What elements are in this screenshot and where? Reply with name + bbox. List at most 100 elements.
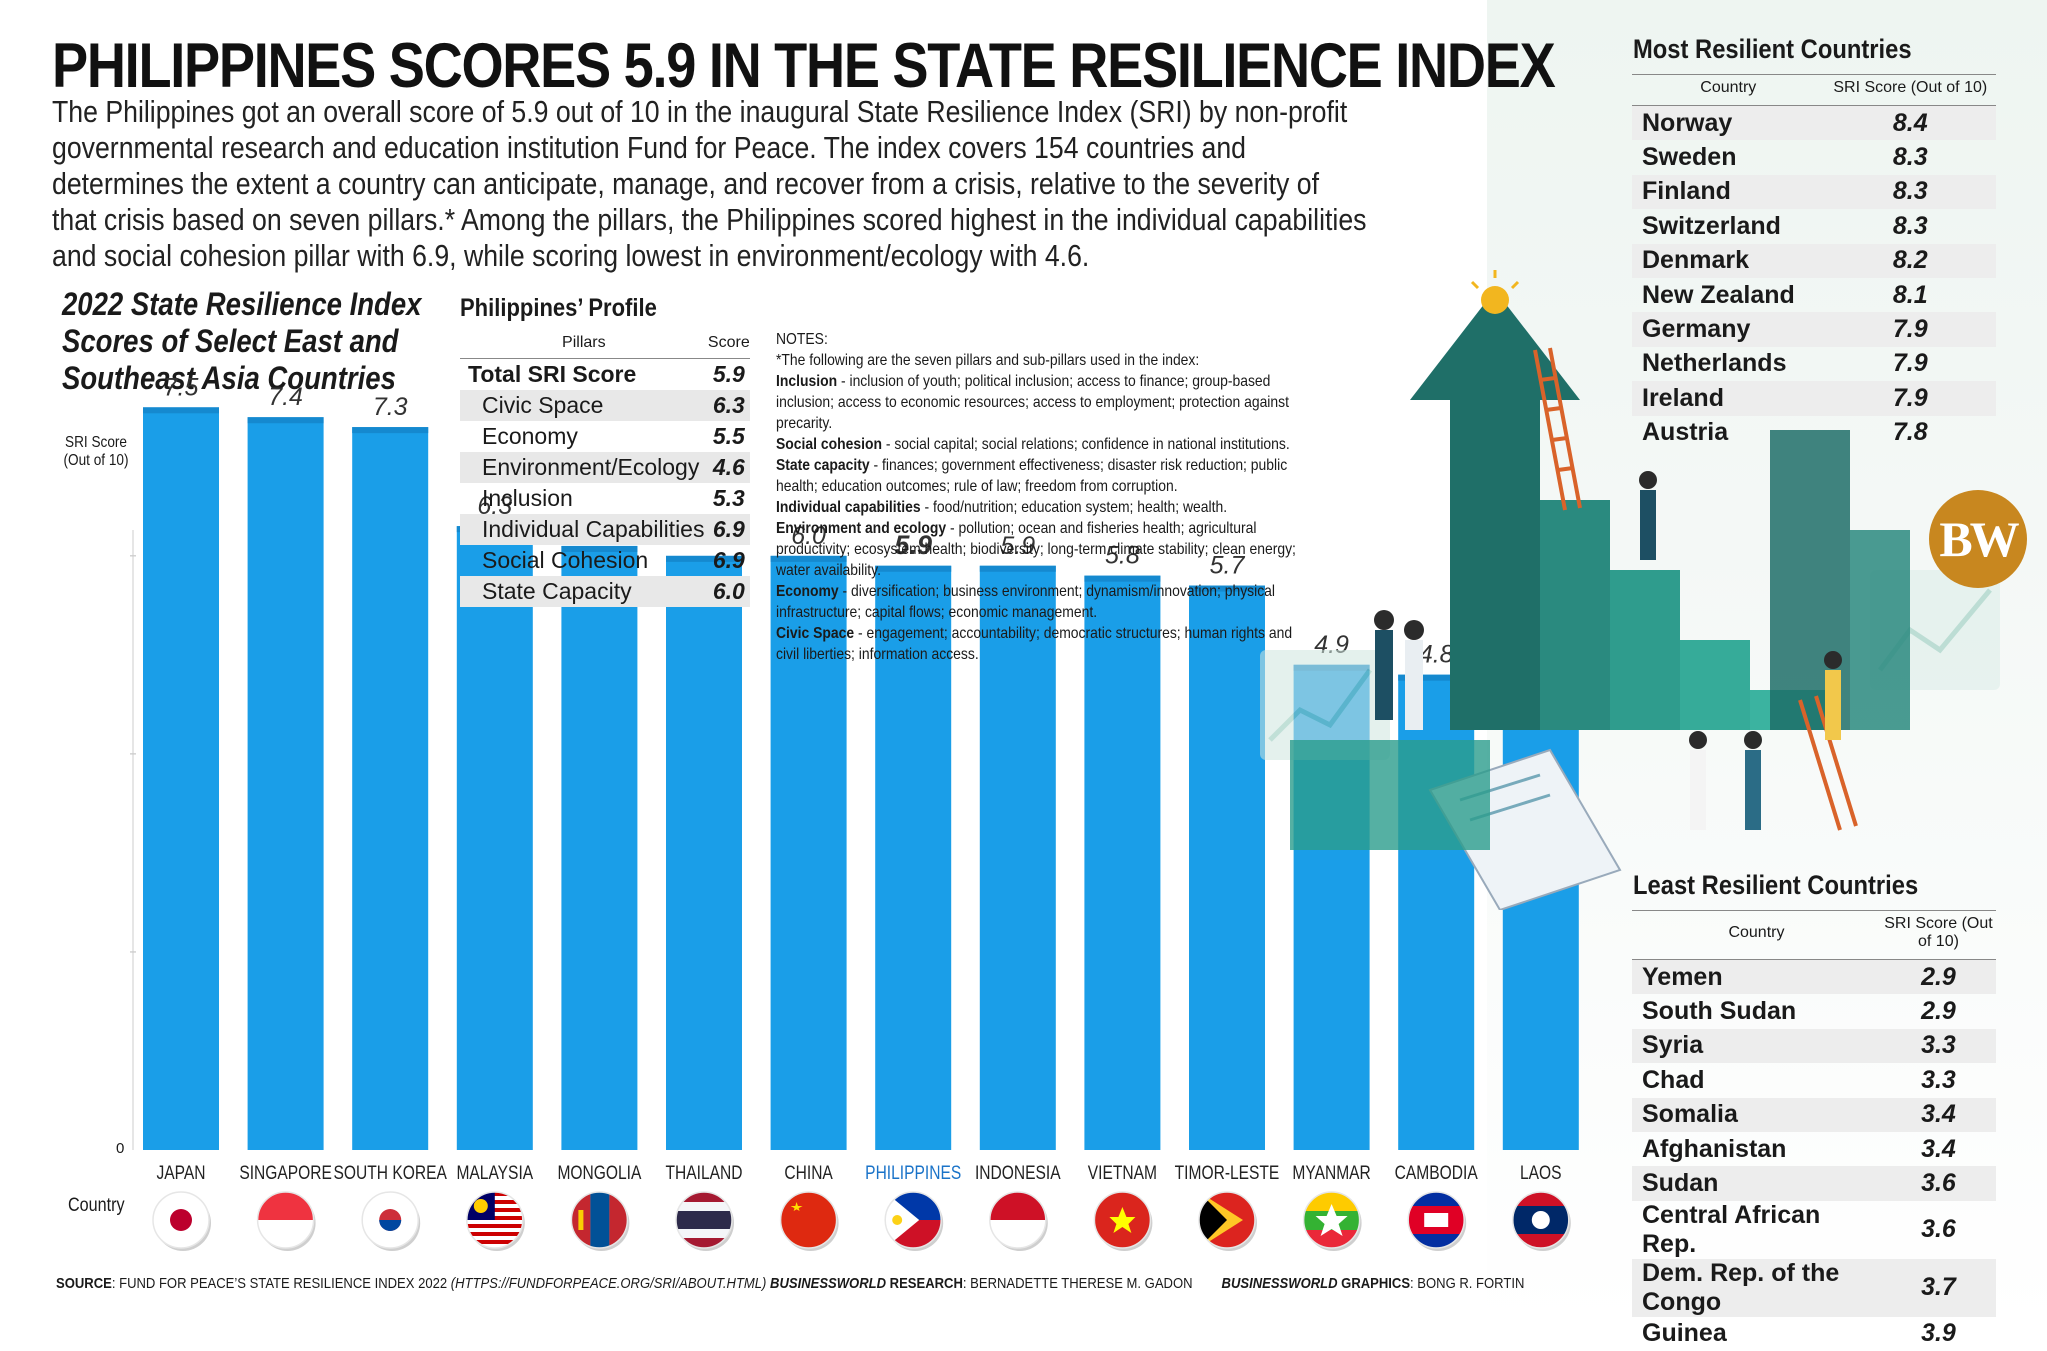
pillar-score: 4.6 — [707, 452, 750, 483]
country-score: 7.8 — [1892, 418, 1928, 447]
note-text: - engagement; accountability; democratic… — [776, 625, 1293, 663]
table-row: Environment/Ecology 4.6 — [460, 452, 750, 483]
category-label: VIETNAM — [1088, 1162, 1157, 1184]
profile-col-pillars: Pillars — [460, 332, 708, 359]
pillar-score: 5.3 — [712, 485, 745, 511]
country-name: Finland — [1632, 174, 1825, 210]
notes-intro: *The following are the seven pillars and… — [776, 352, 1200, 369]
vietnam-flag-icon — [1093, 1191, 1153, 1251]
y-axis-label-line: (Out of 10) — [63, 452, 129, 469]
growth-illustration — [1260, 270, 2000, 910]
bar — [352, 427, 429, 1150]
col-country: Country — [1632, 910, 1881, 960]
philippines-flag-icon — [884, 1191, 944, 1251]
bar — [1084, 575, 1161, 1150]
country-name: Afghanistan — [1642, 1134, 1787, 1163]
table-row: Sudan 3.6 — [1632, 1166, 1996, 1201]
chart-title: 2022 State Resilience Index Scores of Se… — [62, 286, 421, 397]
pillar-name: Economy — [482, 423, 578, 449]
bar-cap — [770, 555, 847, 562]
bar-value-label: 7.3 — [373, 393, 408, 421]
category-label: SOUTH KOREA — [334, 1162, 448, 1184]
graphics-label: GRAPHICS — [1337, 1275, 1411, 1292]
country-name: Chad — [1642, 1065, 1705, 1094]
note-item: Social cohesion - social capital; social… — [776, 434, 1315, 455]
note-label: Individual capabilities — [776, 499, 921, 516]
country-score: 8.4 — [1824, 105, 1996, 141]
chart-title-line: Scores of Select East and — [62, 323, 399, 359]
bar-value-label: 7.4 — [268, 383, 303, 411]
table-row: Austria 7.8 — [1632, 416, 1996, 450]
bar-value-label: 5.7 — [1210, 552, 1246, 580]
stairs — [1410, 290, 1910, 730]
ladder-icon — [1533, 347, 1858, 831]
most-resilient-header: Country SRI Score (Out of 10) — [1632, 74, 1996, 106]
category-label: CHINA — [784, 1162, 833, 1184]
research-label: RESEARCH — [886, 1275, 963, 1292]
country-score: 8.3 — [1892, 143, 1928, 172]
table-row: State Capacity 6.0 — [460, 576, 750, 607]
note-text: - social capital; social relations; conf… — [881, 436, 1290, 453]
category-label: MONGOLIA — [557, 1162, 641, 1184]
source-url: (HTTPS://FUNDFORPEACE.ORG/SRI/ABOUT.HTML… — [450, 1275, 767, 1292]
bar-cap — [561, 545, 638, 552]
note-item: State capacity - finances; government ef… — [776, 455, 1315, 497]
pillar-name: Civic Space — [460, 390, 708, 421]
mongolia-flag-icon — [570, 1191, 630, 1251]
country-name: Austria — [1642, 418, 1729, 447]
chart-title-line: 2022 State Resilience Index — [62, 286, 422, 322]
table-row: Denmark 8.2 — [1632, 243, 1996, 278]
country-name: Somalia — [1632, 1097, 1881, 1132]
country-score: 8.3 — [1824, 174, 1996, 210]
table-row: Sweden 8.3 — [1632, 140, 1996, 174]
note-item: Environment and ecology - pollution; oce… — [776, 518, 1315, 581]
bar-cap — [1084, 575, 1161, 582]
pillar-score: 6.0 — [707, 576, 750, 607]
country-score: 3.7 — [1880, 1258, 1996, 1317]
footer-credits: SOURCE: FUND FOR PEACE’S STATE RESILIENC… — [56, 1275, 1524, 1292]
bar-value-label: 6.0 — [791, 522, 826, 550]
bar — [770, 555, 847, 1150]
profile-col-score: Score — [707, 332, 750, 359]
source-label: SOURCE — [56, 1275, 112, 1292]
profile-header: Pillars Score — [460, 332, 750, 359]
page-title: PHILIPPINES SCORES 5.9 IN THE STATE RESI… — [52, 31, 1556, 101]
country-name: Ireland — [1632, 381, 1825, 416]
pillar-score: 5.9 — [712, 361, 745, 387]
country-score: 2.9 — [1921, 997, 1956, 1026]
country-score: 3.6 — [1921, 1215, 1956, 1244]
pillar-name: Individual Capabilities — [460, 514, 708, 545]
document-icon — [1290, 740, 1622, 910]
country-name: Germany — [1632, 312, 1825, 347]
bar-value-label: 4.8 — [1419, 641, 1454, 669]
profile-title: Philippines’ Profile — [460, 294, 657, 322]
bar-cap — [979, 565, 1056, 572]
category-label: SINGAPORE — [239, 1162, 332, 1184]
country-score: 8.3 — [1892, 211, 1928, 240]
note-text: - diversification; business environment;… — [776, 583, 1276, 621]
bar — [561, 545, 638, 1150]
note-label: State capacity — [776, 457, 870, 474]
country-name: Netherlands — [1642, 349, 1787, 378]
y-axis-label: SRI Score (Out of 10) — [62, 434, 130, 470]
graphics-brand: BUSINESSWORLD — [1221, 1275, 1338, 1292]
notes-block: NOTES: *The following are the seven pill… — [776, 329, 1315, 665]
col-country: Country — [1632, 74, 1825, 106]
pillar-name: Environment/Ecology — [460, 452, 708, 483]
japan-flag-icon — [152, 1191, 211, 1251]
col-score: SRI Score (Out of 10) — [1824, 74, 1996, 106]
category-label: JAPAN — [156, 1162, 205, 1184]
source-text: : FUND FOR PEACE’S STATE RESILIENCE INDE… — [111, 1275, 451, 1292]
table-row: Finland 8.3 — [1632, 174, 1996, 210]
country-score: 2.9 — [1880, 959, 1996, 995]
note-label: Civic Space — [776, 625, 855, 642]
category-label: TIMOR-LESTE — [1175, 1162, 1280, 1184]
least-resilient-title: Least Resilient Countries — [1633, 870, 1919, 900]
table-row: New Zealand 8.1 — [1632, 278, 1996, 312]
south-korea-flag-icon — [361, 1191, 421, 1251]
country-name: Switzerland — [1642, 211, 1781, 240]
people-figures — [1374, 471, 1842, 830]
bar — [247, 417, 324, 1151]
bar-cap — [143, 407, 219, 414]
